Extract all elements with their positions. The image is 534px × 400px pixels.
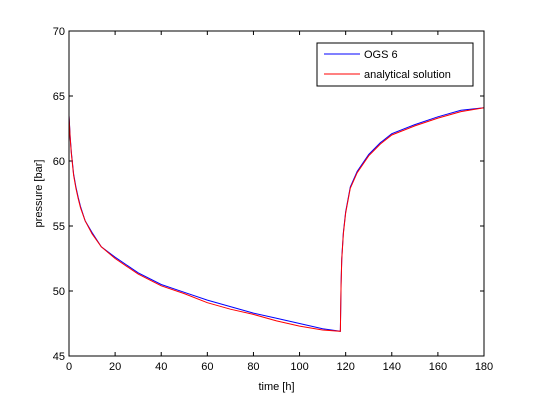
legend: OGS 6 analytical solution <box>316 42 474 87</box>
x-tick-label: 60 <box>201 361 213 373</box>
x-tick-label: 100 <box>290 361 308 373</box>
series-line-analytical <box>68 107 485 332</box>
y-tick-label: 50 <box>53 286 65 298</box>
y-tick-label: 55 <box>53 221 65 233</box>
y-axis-label: pressure [bar] <box>33 160 45 228</box>
x-tick-label: 140 <box>383 361 401 373</box>
x-tick-label: 80 <box>247 361 259 373</box>
legend-label-analytical: analytical solution <box>364 69 451 81</box>
y-tick-label: 70 <box>53 26 65 38</box>
series-layer <box>68 107 485 332</box>
plot-frame <box>68 30 485 357</box>
x-tick-label: 180 <box>475 361 493 373</box>
x-tick-label: 0 <box>66 361 72 373</box>
x-tick-label: 20 <box>109 361 121 373</box>
x-tick-label: 40 <box>155 361 167 373</box>
x-tick-label: 120 <box>336 361 354 373</box>
legend-box <box>316 42 474 87</box>
y-tick-label: 60 <box>53 156 65 168</box>
y-tick-label: 65 <box>53 91 65 103</box>
x-axis-label: time [h] <box>258 381 294 393</box>
axis-ticks: 0 20 40 60 80 100 120 140 160 180 45 50 55 60 65 70 <box>53 26 493 373</box>
legend-label-ogs6: OGS 6 <box>364 49 398 61</box>
x-tick-label: 160 <box>429 361 447 373</box>
y-tick-label: 45 <box>53 351 65 363</box>
